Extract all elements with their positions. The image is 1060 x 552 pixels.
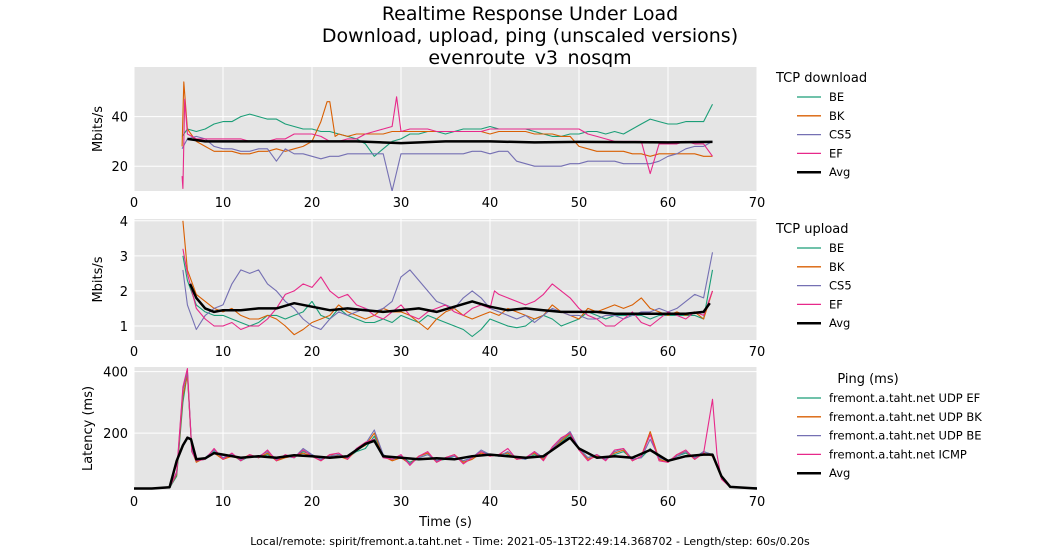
upload-y-tick-label: 3 [120,250,128,265]
ping-legend-label: fremont.a.taht.net UDP BK [829,410,982,424]
upload-legend-title: TCP upload [775,222,849,237]
download-x-tick-label: 0 [130,196,138,211]
upload-x-tick-label: 70 [749,345,766,360]
ping-legend-label: fremont.a.taht.net UDP EF [829,391,980,405]
upload-plot-area [134,219,757,340]
ping-x-tick-label: 30 [393,495,410,510]
ping-panel: 0 10 20 30 40 50 60 70 200 400 Latency (ms) Time (s… [81,366,982,530]
download-x-tick-label: 40 [482,196,499,211]
download-series-be [181,103,713,157]
upload-legend-label: BE [829,241,844,255]
ping-x-axis-label: Time (s) [418,515,472,530]
download-legend-title: TCP download [775,71,867,86]
upload-legend-label: BK [829,260,845,274]
upload-legend-label: Avg [829,316,850,330]
ping-y-tick-label: 200 [103,427,128,442]
download-x-tick-label: 50 [571,196,588,211]
download-series-cs5 [181,135,713,191]
upload-x-tick-label: 20 [304,345,321,360]
ping-series-fremont-a-taht-net-icmp [134,367,757,490]
ping-series-avg [134,436,757,490]
upload-legend-label: EF [829,297,843,311]
download-x-tick-label: 70 [749,196,766,211]
upload-x-tick-label: 50 [571,345,588,360]
download-x-tick-label: 20 [304,196,321,211]
ping-x-tick-label: 10 [215,495,232,510]
ping-legend-title: Ping (ms) [837,372,898,387]
ping-x-tick-label: 0 [130,495,138,510]
ping-x-tick-label: 70 [749,495,766,510]
download-y-tick-label: 40 [111,111,128,126]
footer-text: Local/remote: spirit/fremont.a.taht.net … [250,535,810,548]
upload-y-tick-label: 2 [120,285,128,300]
upload-x-tick-label: 40 [482,345,499,360]
upload-legend-label: CS5 [829,279,852,293]
download-x-tick-label: 10 [215,196,232,211]
download-series-bk [181,81,713,157]
download-legend-label: CS5 [829,128,852,142]
upload-y-axis-label: Mbits/s [91,256,106,302]
chart-title-line2: Download, upload, ping (unscaled version… [322,25,738,47]
chart-title-line3: evenroute_v3_nosqm [428,47,631,69]
download-plot-area [134,67,757,191]
download-y-tick-label: 20 [111,160,128,175]
download-legend-label: BE [829,90,844,104]
download-series-avg [187,137,713,145]
ping-y-axis-label: Latency (ms) [81,386,96,471]
upload-panel: 0 10 20 30 40 50 60 70 1 2 3 4 Mbits/s TCP upload BE BK… [91,215,852,360]
download-panel: 0 10 20 30 40 50 60 70 20 40 Mbits/s TCP download BE… [91,67,867,211]
ping-y-tick-label: 400 [103,366,128,381]
ping-x-tick-label: 50 [571,495,588,510]
upload-series-bk [182,220,714,336]
ping-legend-label: Avg [829,466,850,480]
download-legend-label: Avg [829,165,850,179]
download-legend-label: EF [829,146,843,160]
upload-x-tick-label: 60 [660,345,677,360]
upload-x-tick-label: 30 [393,345,410,360]
download-legend-label: BK [829,109,845,123]
ping-x-tick-label: 20 [304,495,321,510]
upload-series-avg [188,283,711,315]
upload-x-tick-label: 10 [215,345,232,360]
upload-x-tick-label: 0 [130,345,138,360]
ping-x-tick-label: 60 [660,495,677,510]
ping-plot-area [134,367,757,490]
download-y-axis-label: Mbits/s [91,106,106,152]
download-x-tick-label: 30 [393,196,410,211]
download-x-tick-label: 60 [660,196,677,211]
chart-title-line1: Realtime Response Under Load [382,3,678,25]
ping-legend-label: fremont.a.taht.net ICMP [829,447,967,461]
ping-series-fremont-a-taht-net-udp-be [134,371,757,490]
ping-x-tick-label: 40 [482,495,499,510]
upload-y-tick-label: 4 [120,215,128,230]
upload-y-tick-label: 1 [120,320,128,335]
ping-legend-label: fremont.a.taht.net UDP BE [829,429,982,443]
